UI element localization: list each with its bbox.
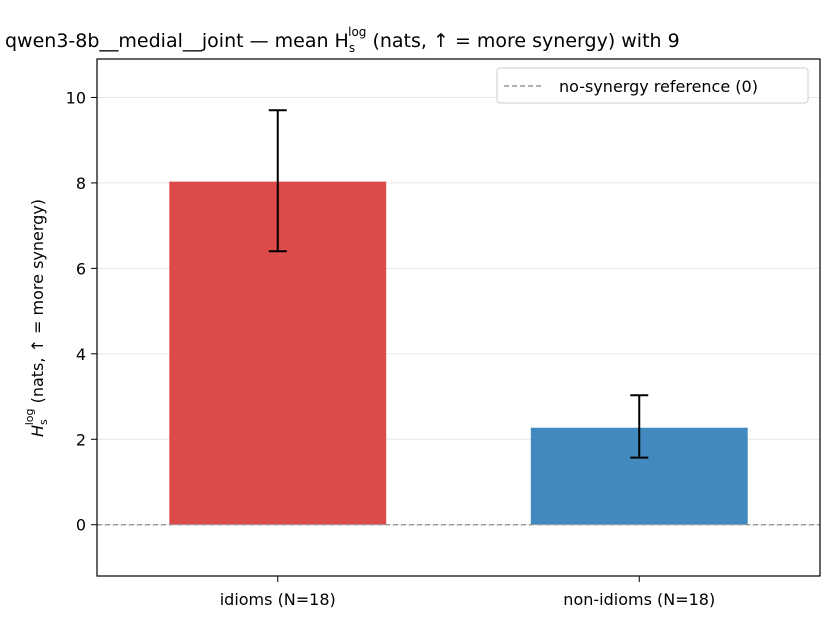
x-axis: idioms (N=18) non-idioms (N=18) [220,576,715,609]
bars [169,181,748,525]
x-tick-label-1: non-idioms (N=18) [563,590,715,609]
x-tick-label-0: idioms (N=18) [220,590,336,609]
error-bars [268,109,649,459]
chart-title-sup: log [348,25,366,39]
y-tick-label-4: 8 [76,174,86,193]
chart-title-rest: (nats, ↑ = more synergy) with 9 [366,30,679,52]
y-tick-label-1: 2 [76,430,86,449]
y-axis-label-rest: (nats, ↑ = more synergy) [28,199,47,409]
y-axis: 0 2 4 6 8 10 [66,88,97,535]
chart-title-sub: s [349,41,355,55]
plot-frame [96,58,821,577]
y-axis-label-sup: log [23,408,36,425]
legend: no-synergy reference (0) [496,67,809,104]
y-tick-label-3: 6 [76,259,86,278]
y-tick-label-0: 0 [76,516,86,535]
y-axis-label-sub: s [37,419,50,425]
y-tick-label-5: 10 [66,88,86,107]
chart-title: qwen3-8b__medial__joint — mean Hs log (na… [5,25,680,55]
chart-title-main: qwen3-8b__medial__joint — mean H [5,30,349,52]
y-axis-label-main: H [28,425,47,437]
y-axis-label: Hslog (nats, ↑ = more synergy) [23,199,50,437]
legend-label: no-synergy reference (0) [559,77,758,96]
y-tick-label-2: 4 [76,345,86,364]
legend-box [496,67,809,104]
